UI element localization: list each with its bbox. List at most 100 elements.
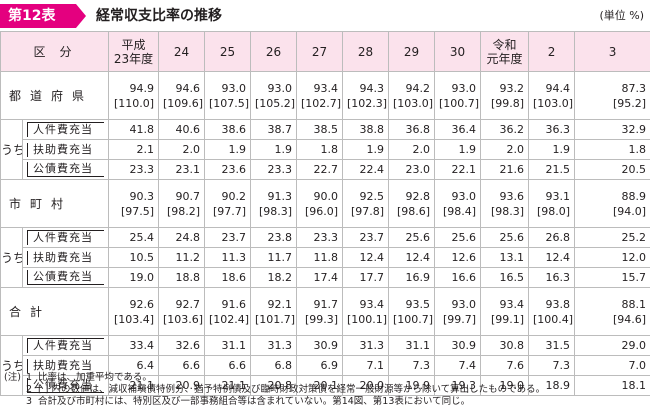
sub-value-cell: 21.1 bbox=[204, 375, 252, 396]
header-col-8: 令和 元年度 bbox=[480, 31, 530, 72]
main-value-cell: 92.6 [103.4] bbox=[108, 287, 160, 336]
ratio-value: 87.3 bbox=[621, 81, 647, 95]
ratio-value: 94.6 bbox=[175, 81, 201, 95]
sub-value-cell: 31.3 bbox=[342, 335, 390, 356]
sub-value-cell: 23.3 bbox=[296, 227, 344, 248]
sub-value-cell: 16.3 bbox=[528, 267, 576, 288]
sub-value-cell: 1.8 bbox=[574, 139, 650, 160]
table-row: 扶助費充当 6.4 6.6 6.6 6.8 6.9 7.1 7.3 7.4 7.6 7.3 7.0 bbox=[1, 355, 650, 376]
main-value-cell: 90.3 [97.5] bbox=[108, 179, 160, 228]
ratio-value: 90.7 bbox=[175, 189, 201, 203]
uchi-label: うち bbox=[0, 335, 23, 396]
main-value-cell: 93.0 [107.5] bbox=[204, 71, 252, 120]
table-number-badge: 第12表 bbox=[0, 4, 86, 28]
unit-label: (単位 %) bbox=[599, 9, 644, 22]
header-col-10: 3 bbox=[574, 31, 650, 72]
header-col-2: 25 bbox=[204, 31, 252, 72]
sub-value-cell: 18.2 bbox=[250, 267, 298, 288]
header-col-text: 23年度 bbox=[113, 51, 154, 66]
sub-value-cell: 11.8 bbox=[296, 247, 344, 268]
main-value-cell: 93.0 [98.4] bbox=[434, 179, 482, 228]
sub-value-cell: 38.5 bbox=[296, 119, 344, 140]
footnote-head bbox=[4, 384, 26, 396]
ratio-value: 92.8 bbox=[405, 189, 431, 203]
table-row: 公債費充当 19.0 18.8 18.6 18.2 17.4 17.7 16.9 16.6 16.… bbox=[1, 267, 650, 288]
footnotes: (注) 1 比率は、加重平均である。 2 [ ] 内の数値は、減収補塡債特例分、猶予特例… bbox=[4, 372, 650, 408]
ratio-value: 93.0 bbox=[451, 297, 477, 311]
adjusted-ratio-value: [103.0] bbox=[533, 96, 574, 110]
adjusted-ratio-value: [96.0] bbox=[304, 204, 339, 218]
header-col-1: 24 bbox=[158, 31, 206, 72]
sub-value-cell: 13.1 bbox=[480, 247, 530, 268]
footnote-head: (注) bbox=[4, 372, 21, 383]
main-value-cell: 91.6 [102.4] bbox=[204, 287, 252, 336]
sub-value-cell: 11.2 bbox=[158, 247, 206, 268]
sub-value-cell: 11.7 bbox=[250, 247, 298, 268]
title-bar: 第12表 経常収支比率の推移 (単位 %) bbox=[0, 4, 650, 28]
sub-value-cell: 11.3 bbox=[204, 247, 252, 268]
adjusted-ratio-value: [99.1] bbox=[490, 312, 525, 326]
main-value-cell: 93.0 [100.7] bbox=[434, 71, 482, 120]
footnote: 3 合計及び市町村には、特別区及び一部事務組合等は含まれていない。第14図、第13… bbox=[4, 396, 650, 408]
sub-value-cell: 23.3 bbox=[108, 159, 160, 180]
footnote: (注) 1 比率は、加重平均である。 bbox=[4, 372, 650, 384]
table-row: 都道府県 94.9 [110.0] 94.6 [109.6] 93.0 [107.5] 93.… bbox=[0, 71, 650, 120]
main-value-cell: 93.4 [99.1] bbox=[480, 287, 530, 336]
category-label: 都道府県 bbox=[0, 71, 110, 120]
sub-value-cell: 18.8 bbox=[158, 267, 206, 288]
sub-value-cell: 23.3 bbox=[250, 159, 298, 180]
adjusted-ratio-value: [103.6] bbox=[163, 312, 204, 326]
sub-value-cell: 25.2 bbox=[574, 227, 650, 248]
sub-value-cell: 18.1 bbox=[574, 375, 650, 396]
main-value-cell: 93.5 [100.7] bbox=[388, 287, 436, 336]
sub-value-cell: 21.5 bbox=[528, 159, 576, 180]
adjusted-ratio-value: [99.8] bbox=[490, 96, 525, 110]
sub-item-label: 扶助費充当 bbox=[22, 247, 110, 268]
sub-value-cell: 38.7 bbox=[250, 119, 298, 140]
sub-value-cell: 23.8 bbox=[250, 227, 298, 248]
adjusted-ratio-value: [101.7] bbox=[255, 312, 296, 326]
sub-item-text: 人件費充当 bbox=[27, 230, 105, 245]
header-col-0: 平成 23年度 bbox=[108, 31, 160, 72]
footnote: 2 [ ] 内の数値は、減収補塡債特例分、猶予特例債及び臨時財政対策債を経常一般財… bbox=[4, 384, 650, 396]
sub-value-cell: 25.6 bbox=[480, 227, 530, 248]
sub-item-text: 扶助費充当 bbox=[27, 358, 104, 373]
page-title: 経常収支比率の推移 bbox=[96, 8, 222, 24]
sub-item-text: 扶助費充当 bbox=[27, 142, 104, 157]
sub-value-cell: 22.7 bbox=[296, 159, 344, 180]
main-value-cell: 88.1 [94.6] bbox=[574, 287, 650, 336]
sub-value-cell: 25.4 bbox=[108, 227, 160, 248]
ratio-value: 88.1 bbox=[621, 297, 647, 311]
adjusted-ratio-value: [110.0] bbox=[113, 96, 155, 110]
table-row: 扶助費充当 2.1 2.0 1.9 1.9 1.8 1.9 2.0 1.9 2.0 1.9 1.8 bbox=[1, 139, 650, 160]
adjusted-ratio-value: [100.4] bbox=[533, 312, 574, 326]
sub-value-cell: 25.6 bbox=[434, 227, 482, 248]
main-value-cell: 93.1 [98.0] bbox=[528, 179, 576, 228]
sub-value-cell: 25.6 bbox=[388, 227, 436, 248]
table-row: 市町村 90.3 [97.5] 90.7 [98.2] 90.2 [97.7] 91.3 [98… bbox=[0, 179, 650, 228]
sub-value-cell: 2.1 bbox=[108, 139, 160, 160]
adjusted-ratio-value: [98.3] bbox=[490, 204, 525, 218]
header-col-text: 2 bbox=[547, 44, 556, 59]
header-col-text: 28 bbox=[357, 44, 374, 59]
sub-item-text: 人件費充当 bbox=[27, 338, 105, 353]
ratio-value: 93.4 bbox=[499, 297, 525, 311]
ratio-value: 93.8 bbox=[545, 297, 571, 311]
sub-value-cell: 22.1 bbox=[434, 159, 482, 180]
sub-value-cell: 31.3 bbox=[250, 335, 298, 356]
ratio-value: 90.3 bbox=[129, 189, 155, 203]
table-row: うち人件費充当25.424.823.723.823.323.725.625.62… bbox=[0, 227, 650, 288]
adjusted-ratio-value: [94.6] bbox=[612, 312, 647, 326]
header-col-text: 29 bbox=[403, 44, 420, 59]
table-row: 合計 92.6 [103.4] 92.7 [103.6] 91.6 [102.4] 92.1[… bbox=[0, 287, 650, 336]
adjusted-ratio-value: [95.2] bbox=[612, 96, 647, 110]
footnote-text: [ ] 内の数値は、減収補塡債特例分、猶予特例債及び臨時財政対策債を経常一般財源… bbox=[38, 384, 546, 395]
sub-value-cell: 24.8 bbox=[158, 227, 206, 248]
ratio-value: 93.4 bbox=[313, 81, 339, 95]
footnote-text: 合計及び市町村には、特別区及び一部事務組合等は含まれていない。第14図、第13表… bbox=[38, 396, 471, 407]
table-row: 扶助費充当 10.5 11.2 11.3 11.7 11.8 12.4 12.4 12.6 13.… bbox=[1, 247, 650, 268]
sub-value-cell: 1.8 bbox=[296, 139, 344, 160]
sub-value-cell: 23.6 bbox=[204, 159, 252, 180]
main-value-cell: 93.4 [102.7] bbox=[296, 71, 344, 120]
sub-value-cell: 19.9 bbox=[388, 375, 436, 396]
